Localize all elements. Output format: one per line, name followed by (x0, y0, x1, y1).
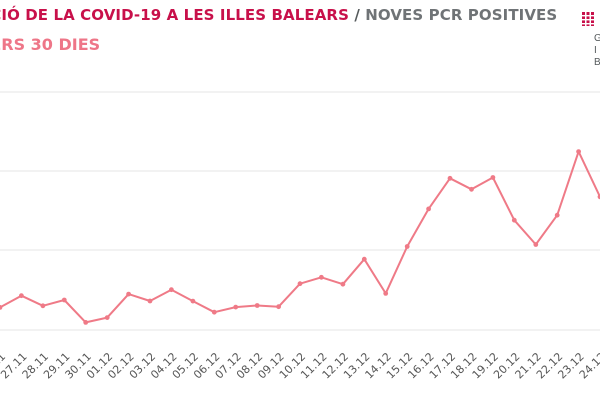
data-point (554, 212, 560, 218)
data-point (469, 186, 474, 192)
grid-lines (0, 91, 600, 331)
data-point (190, 298, 196, 304)
data-point (40, 303, 46, 309)
data-point (511, 217, 517, 223)
data-point (83, 320, 89, 325)
chart-subtitle: RERS 30 DIES (0, 35, 101, 54)
data-point (361, 256, 367, 262)
data-point (126, 291, 131, 297)
title-sub: NOVES PCR POSITIVES (365, 6, 558, 24)
data-point (319, 274, 324, 280)
title-separator: / (354, 6, 360, 24)
data-point (61, 297, 67, 303)
data-point (447, 175, 453, 181)
data-point (297, 281, 303, 287)
data-point (0, 305, 3, 310)
data-point (533, 242, 539, 247)
data-point (576, 149, 581, 155)
x-axis-ticks: 26.1127.1128.1129.1130.1101.1202.1203.12… (0, 350, 600, 381)
data-points (0, 149, 600, 325)
series-line (0, 150, 600, 324)
data-point (169, 287, 174, 293)
govern-logo: G I B (578, 8, 600, 68)
logo-letter: I (594, 45, 597, 56)
data-point (490, 175, 496, 180)
data-point (276, 304, 281, 310)
data-point (233, 304, 239, 310)
data-point (597, 194, 600, 200)
data-point (383, 291, 389, 296)
data-point (19, 293, 24, 299)
series-line-layer (0, 150, 600, 324)
data-point (426, 206, 431, 212)
data-point (147, 298, 153, 304)
logo-letter: B (594, 57, 600, 68)
logo-letter: G (594, 33, 600, 44)
title-main: UCIÓ DE LA COVID-19 A LES ILLES BALEARS (0, 6, 349, 24)
data-point (104, 315, 110, 320)
data-point (254, 303, 260, 308)
logo-mark-icon (582, 12, 594, 26)
data-point (404, 244, 410, 249)
data-point (211, 309, 217, 315)
chart-title: UCIÓ DE LA COVID-19 A LES ILLES BALEARS … (0, 6, 557, 24)
data-point (340, 281, 346, 287)
